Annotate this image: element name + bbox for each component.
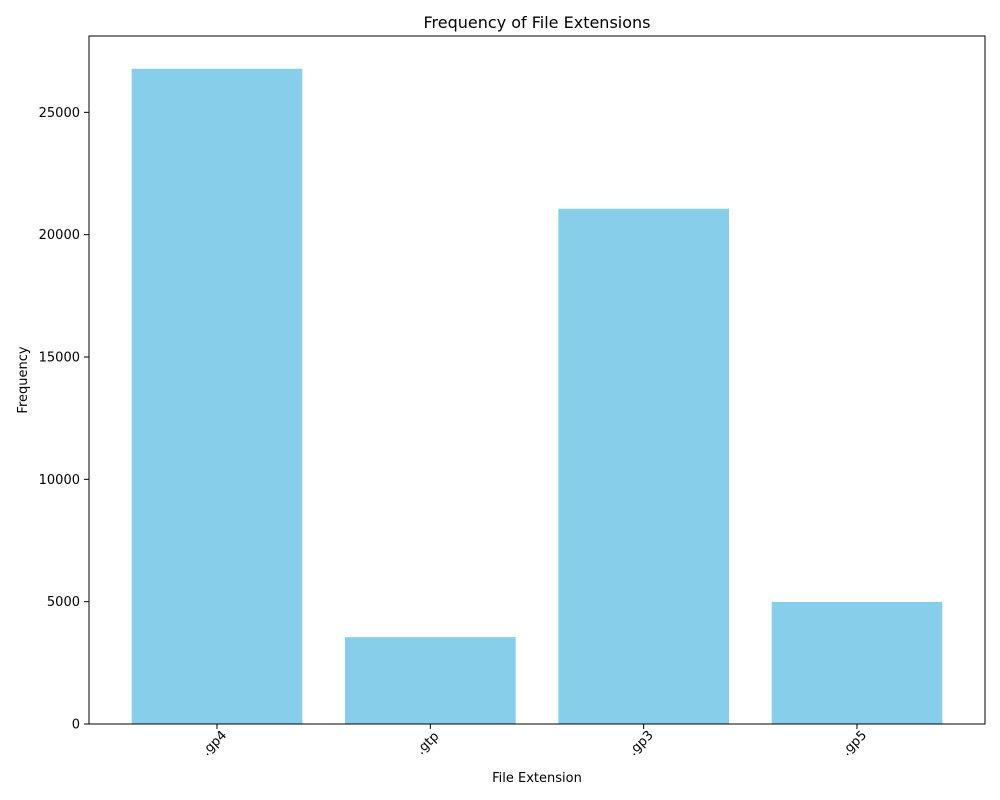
y-axis-label: Frequency [16,346,31,413]
chart-title: Frequency of File Extensions [424,13,651,32]
bar-gp5 [771,601,943,724]
x-tick-label: .gp5 [839,728,870,759]
bar-gp3 [558,208,729,724]
x-tick-label: .gp4 [199,728,230,759]
x-tick-label: .gp3 [626,728,657,759]
y-tick-label: 20000 [39,228,80,243]
y-tick-label: 0 [72,718,80,733]
y-tick-label: 25000 [39,106,80,121]
x-axis-ticks: .gp4 .gtp .gp3 .gp5 [199,724,870,759]
bar-gp4 [131,68,303,724]
x-axis-label: File Extension [492,771,582,786]
bars-group [131,68,943,724]
bar-gtp [345,637,516,724]
x-tick-label: .gtp [413,729,442,758]
y-tick-label: 5000 [47,595,80,610]
y-tick-label: 15000 [39,351,80,366]
y-axis-ticks: 0 5000 10000 15000 20000 25000 [39,106,89,733]
plot-frame [88,35,986,725]
y-tick-label: 10000 [39,473,80,488]
